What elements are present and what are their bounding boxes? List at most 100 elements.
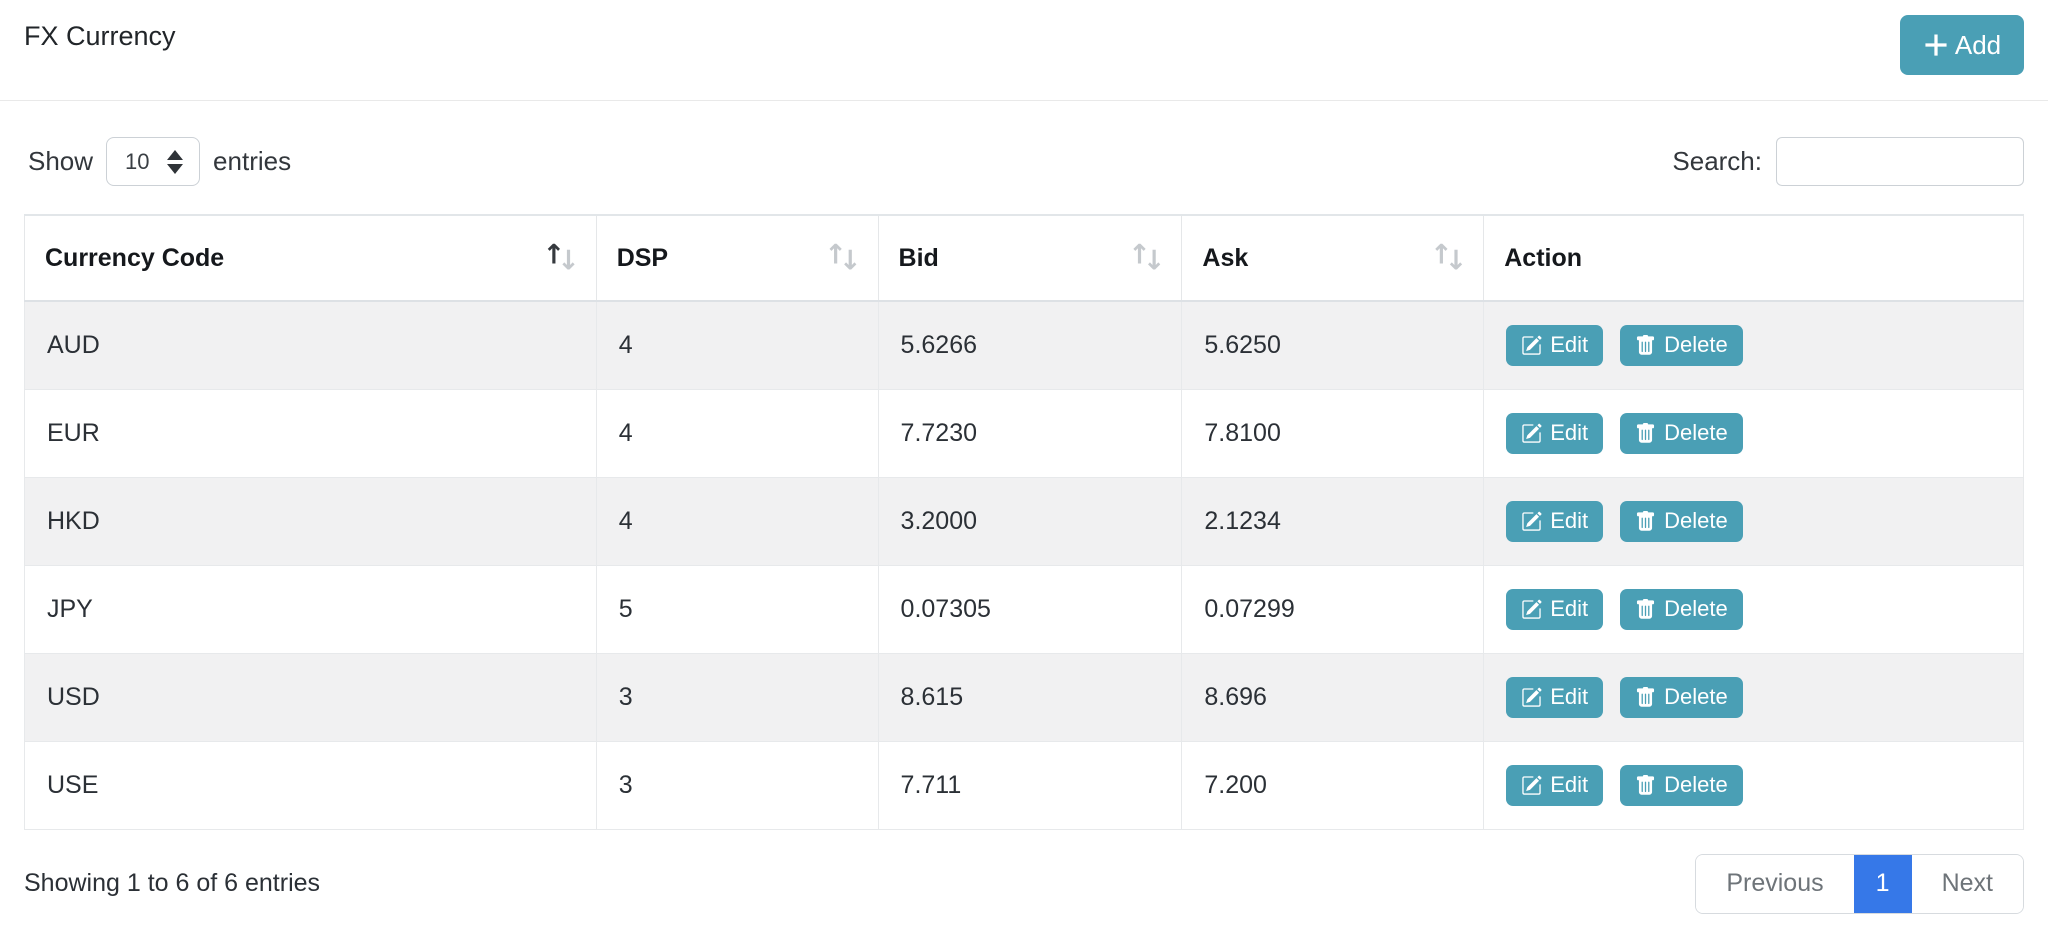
column-label: Ask (1202, 243, 1249, 272)
cell-ask: 7.8100 (1181, 388, 1485, 478)
edit-button[interactable]: Edit (1506, 588, 1604, 630)
table-row: EUR 4 7.7230 7.8100 Edit Delete (24, 388, 2024, 478)
cell-ask: 7.200 (1181, 740, 1485, 830)
next-page-button[interactable]: Next (1911, 854, 2023, 913)
search-control: Search: (1672, 137, 2024, 186)
edit-pencil-icon (1522, 335, 1542, 355)
page-title: FX Currency (24, 21, 176, 51)
cell-bid: 5.6266 (877, 300, 1183, 390)
table-controls: Show 10 entries Search: (28, 137, 2024, 186)
cell-dsp: 4 (595, 476, 879, 566)
page-number-button[interactable]: 1 (1853, 854, 1912, 913)
delete-button-label: Delete (1664, 508, 1728, 533)
table-row: USE 3 7.711 7.200 Edit Delete (24, 740, 2024, 830)
pagination: Previous 1 Next (1695, 853, 2024, 914)
edit-button-label: Edit (1550, 332, 1589, 358)
entries-info: Showing 1 to 6 of 6 entries (24, 869, 321, 897)
search-label: Search: (1672, 146, 1762, 176)
edit-pencil-icon (1522, 511, 1542, 531)
cell-dsp: 4 (595, 300, 879, 390)
fx-currency-table: Currency Code ↑↓ DSP ↑↓ Bid ↑↓ Ask ↑↓ Action AUD… (24, 214, 2024, 830)
edit-button[interactable]: Edit (1506, 324, 1604, 366)
column-label: DSP (616, 243, 669, 272)
delete-button-label: Delete (1664, 596, 1728, 621)
column-label: Action (1504, 243, 1583, 272)
cell-dsp: 3 (595, 740, 879, 830)
cell-action: Edit Delete (1483, 564, 2024, 654)
edit-button[interactable]: Edit (1506, 764, 1604, 806)
delete-button-label: Delete (1664, 772, 1728, 797)
cell-currency-code: EUR (24, 388, 597, 478)
column-header-dsp[interactable]: DSP ↑↓ (595, 214, 879, 302)
cell-action: Edit Delete (1483, 300, 2024, 390)
page-header: FX Currency Add (0, 0, 2048, 101)
edit-button-label: Edit (1550, 772, 1589, 797)
sort-icon: ↑↓ (542, 239, 580, 277)
row-actions: Edit Delete (1506, 412, 2001, 454)
delete-button[interactable]: Delete (1620, 588, 1743, 630)
delete-button-label: Delete (1664, 332, 1728, 358)
delete-button[interactable]: Delete (1620, 764, 1743, 806)
cell-currency-code: JPY (24, 564, 597, 654)
edit-button[interactable]: Edit (1506, 676, 1604, 718)
delete-button[interactable]: Delete (1620, 412, 1743, 454)
edit-pencil-icon (1522, 423, 1542, 443)
previous-page-button[interactable]: Previous (1696, 854, 1854, 913)
cell-action: Edit Delete (1483, 388, 2024, 478)
table-header-row: Currency Code ↑↓ DSP ↑↓ Bid ↑↓ Ask ↑↓ Action (24, 214, 2024, 302)
delete-button-label: Delete (1664, 684, 1728, 709)
cell-currency-code: AUD (24, 300, 597, 390)
cell-bid: 3.2000 (877, 476, 1183, 566)
edit-button[interactable]: Edit (1506, 412, 1604, 454)
trash-icon (1637, 510, 1655, 531)
column-header-bid[interactable]: Bid ↑↓ (877, 214, 1183, 302)
cell-ask: 0.07299 (1181, 564, 1485, 654)
add-button-label: Add (1954, 29, 2002, 60)
trash-icon (1637, 686, 1655, 707)
cell-ask: 5.6250 (1181, 300, 1485, 390)
trash-icon (1637, 422, 1655, 443)
delete-button[interactable]: Delete (1620, 324, 1743, 366)
edit-button[interactable]: Edit (1506, 500, 1604, 542)
plus-icon (1925, 34, 1947, 56)
row-actions: Edit Delete (1506, 324, 2001, 366)
cell-ask: 2.1234 (1181, 476, 1485, 566)
column-label: Bid (898, 243, 939, 272)
search-input[interactable] (1776, 137, 2024, 186)
delete-button[interactable]: Delete (1620, 500, 1743, 542)
row-actions: Edit Delete (1506, 588, 2001, 630)
row-actions: Edit Delete (1506, 764, 2001, 806)
column-header-action: Action (1483, 214, 2024, 302)
cell-action: Edit Delete (1483, 652, 2024, 742)
cell-bid: 7.7230 (877, 388, 1183, 478)
cell-currency-code: USE (24, 740, 597, 830)
cell-ask: 8.696 (1181, 652, 1485, 742)
show-label: Show (28, 146, 94, 176)
cell-bid: 0.07305 (877, 564, 1183, 654)
cell-action: Edit Delete (1483, 476, 2024, 566)
table-row: AUD 4 5.6266 5.6250 Edit Delete (24, 300, 2024, 390)
trash-icon (1637, 598, 1655, 619)
table-row: JPY 5 0.07305 0.07299 Edit Delete (24, 564, 2024, 654)
delete-button-label: Delete (1664, 420, 1728, 445)
select-stepper-icon (167, 149, 184, 174)
delete-button[interactable]: Delete (1620, 676, 1743, 718)
table-row: USD 3 8.615 8.696 Edit Delete (24, 652, 2024, 742)
sort-icon: ↑↓ (1128, 239, 1166, 277)
row-actions: Edit Delete (1506, 676, 2001, 718)
cell-currency-code: HKD (24, 476, 597, 566)
edit-button-label: Edit (1550, 596, 1589, 621)
cell-dsp: 4 (595, 388, 879, 478)
cell-bid: 7.711 (877, 740, 1183, 830)
add-button[interactable]: Add (1900, 15, 2024, 75)
page-size-select[interactable]: 10 (106, 137, 201, 186)
edit-button-label: Edit (1550, 420, 1589, 445)
page-length-control: Show 10 entries (28, 137, 291, 186)
edit-button-label: Edit (1550, 508, 1589, 533)
edit-pencil-icon (1522, 775, 1542, 795)
cell-dsp: 5 (595, 564, 879, 654)
column-header-currency_code[interactable]: Currency Code ↑↓ (24, 214, 597, 302)
edit-pencil-icon (1522, 687, 1542, 707)
column-header-ask[interactable]: Ask ↑↓ (1181, 214, 1485, 302)
cell-currency-code: USD (24, 652, 597, 742)
